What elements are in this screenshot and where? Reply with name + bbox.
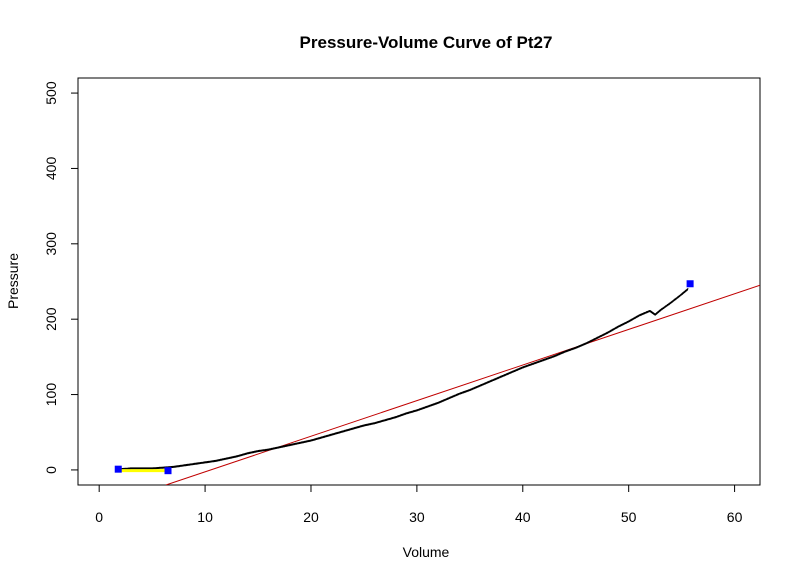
x-tick-label: 30 bbox=[409, 509, 425, 525]
y-tick-label: 100 bbox=[43, 383, 59, 407]
y-axis-label: Pressure bbox=[5, 253, 21, 309]
linear-fit-line bbox=[165, 284, 760, 485]
x-tick-label: 10 bbox=[197, 509, 213, 525]
y-tick-label: 300 bbox=[43, 232, 59, 256]
x-axis-label: Volume bbox=[403, 544, 450, 560]
x-tick-label: 60 bbox=[727, 509, 743, 525]
inflection-point-marker bbox=[164, 467, 172, 475]
x-tick-label: 0 bbox=[95, 509, 103, 525]
x-tick-label: 20 bbox=[303, 509, 319, 525]
x-tick-label: 40 bbox=[515, 509, 531, 525]
inflection-point-marker bbox=[114, 465, 122, 473]
y-axis: 0 100 200 300 400 500 bbox=[43, 81, 79, 474]
y-tick-label: 200 bbox=[43, 307, 59, 331]
pv-curve-line bbox=[119, 288, 689, 471]
plot-frame bbox=[77, 77, 761, 486]
x-tick-label: 50 bbox=[621, 509, 637, 525]
y-tick-label: 500 bbox=[43, 81, 59, 105]
y-tick-label: 0 bbox=[43, 466, 59, 474]
inflection-point-marker bbox=[686, 280, 694, 288]
x-axis: 0 10 20 30 40 50 60 bbox=[95, 484, 743, 525]
chart-title: Pressure-Volume Curve of Pt27 bbox=[300, 33, 553, 52]
chart-marks bbox=[114, 280, 760, 485]
y-tick-label: 400 bbox=[43, 157, 59, 181]
